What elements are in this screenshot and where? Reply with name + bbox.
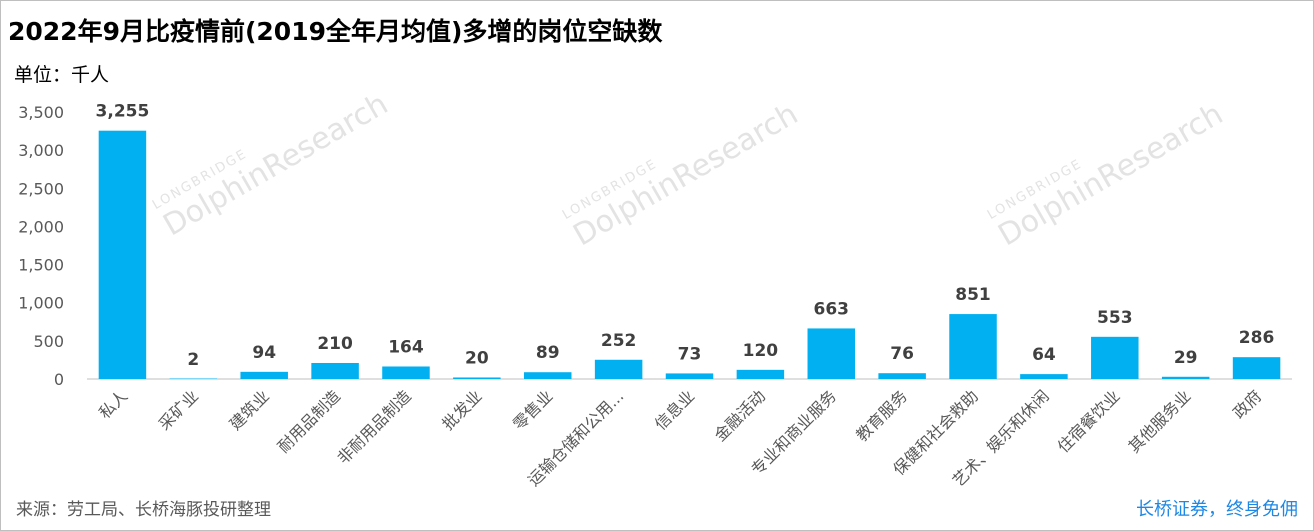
x-tick-label: 非耐用品制造 — [333, 386, 414, 467]
bar — [665, 373, 714, 379]
bar — [1091, 336, 1139, 379]
unit-label: 单位：千人 — [14, 64, 110, 86]
x-tick-label: 建筑业 — [226, 386, 273, 433]
value-label: 286 — [1239, 328, 1275, 348]
bar — [169, 378, 218, 379]
bar — [878, 373, 926, 379]
x-tick-label: 零售业 — [509, 386, 556, 433]
value-label: 94 — [252, 343, 276, 363]
value-label: 210 — [317, 334, 353, 354]
value-label: 76 — [890, 344, 914, 364]
x-tick-label: 私人 — [95, 386, 131, 422]
y-tick-label: 2,500 — [18, 179, 64, 198]
value-label: 164 — [388, 337, 424, 357]
value-label: 73 — [678, 344, 702, 364]
bar — [949, 314, 997, 379]
value-label: 2 — [187, 350, 199, 370]
y-tick-label: 2,000 — [18, 217, 64, 236]
value-label: 64 — [1032, 345, 1056, 365]
bars — [98, 130, 1281, 379]
y-tick-label: 1,000 — [18, 294, 64, 313]
value-label: 851 — [955, 285, 991, 305]
value-label: 663 — [814, 299, 850, 319]
x-tick-label: 住宿餐饮业 — [1054, 386, 1124, 456]
y-tick-label: 3,500 — [18, 103, 64, 122]
bar — [240, 371, 288, 379]
value-label: 89 — [536, 343, 560, 363]
bar — [1161, 376, 1210, 379]
bar — [382, 366, 430, 379]
bar — [453, 377, 501, 379]
x-tick-label: 政府 — [1229, 386, 1265, 422]
value-label: 252 — [601, 331, 637, 351]
y-tick-label: 1,500 — [18, 256, 64, 275]
bar — [736, 369, 785, 379]
bar — [1020, 374, 1068, 379]
x-tick-label: 信息业 — [651, 386, 698, 433]
bar — [98, 130, 147, 379]
chart-title: 2022年9月比疫情前(2019全年月均值)多增的岗位空缺数 — [8, 17, 663, 46]
x-tick-label: 采矿业 — [155, 386, 202, 433]
bar — [311, 362, 359, 379]
value-labels: 3,255 2 94 210 164 20 89 252 73 120 663 76 851 64 553 2… — [96, 102, 1275, 370]
value-label: 20 — [465, 348, 489, 368]
value-label: 553 — [1097, 308, 1133, 328]
bar — [1232, 357, 1281, 379]
y-tick-label: 500 — [33, 332, 64, 351]
bar — [594, 359, 643, 379]
source-note: 来源：劳工局、长桥海豚投研整理 — [16, 500, 271, 520]
value-label: 29 — [1174, 348, 1198, 368]
brand-slogan: 长桥证券，终身免佣 — [1136, 499, 1298, 520]
bar — [523, 372, 572, 379]
value-label: 120 — [743, 341, 779, 361]
x-tick-label: 其他服务业 — [1124, 386, 1194, 456]
bar — [807, 328, 856, 379]
y-tick-label: 0 — [54, 370, 64, 389]
value-label: 3,255 — [96, 102, 150, 122]
x-tick-label: 金融活动 — [711, 386, 770, 445]
x-tick-label: 教育服务 — [852, 386, 911, 445]
x-tick-label: 批发业 — [438, 386, 485, 433]
x-tick-label: 耐用品制造 — [274, 386, 344, 456]
y-tick-label: 3,000 — [18, 141, 64, 160]
